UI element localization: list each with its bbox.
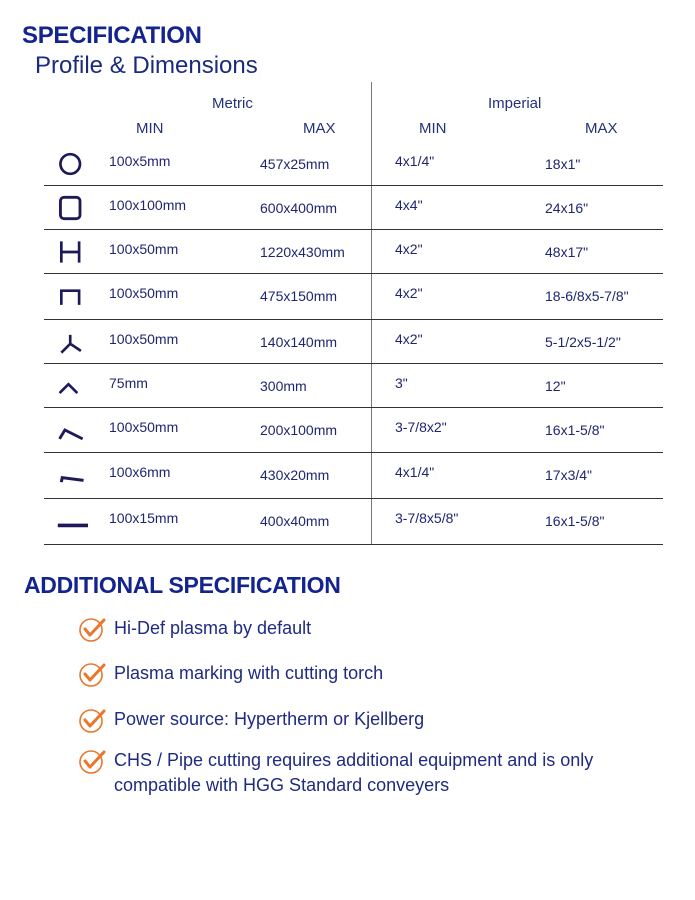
table-cell: 3-7/8x5/8" — [395, 510, 459, 526]
table-row: 75mm 300mm 3" 12" — [44, 364, 663, 408]
checkmark-icon — [79, 750, 106, 774]
imperial-header: Imperial — [488, 95, 542, 112]
h-beam-icon — [60, 241, 81, 263]
page-subtitle: Profile & Dimensions — [35, 52, 258, 79]
imperial-max-header: MAX — [585, 120, 618, 137]
table-row: 100x50mm 475x150mm 4x2" 18-6/8x5-7/8" — [44, 274, 663, 320]
table-cell: 100x50mm — [109, 331, 179, 347]
list-item: CHS / Pipe cutting requires additional e… — [78, 748, 658, 798]
table-cell: 4x2" — [395, 241, 423, 257]
checkmark-icon — [79, 709, 106, 733]
list-item-text: Power source: Hypertherm or Kjellberg — [114, 709, 425, 729]
list-item: Power source: Hypertherm or Kjellberg — [78, 707, 658, 733]
table-cell: 100x100mm — [109, 197, 187, 213]
table-cell: 4x4" — [395, 197, 423, 213]
table-cell: 18x1" — [545, 156, 581, 172]
table-cell: 200x100mm — [260, 422, 338, 438]
column-divider — [371, 82, 372, 545]
table-cell: 100x50mm — [109, 419, 179, 435]
table-row: 100x6mm 430x20mm 4x1/4" 17x3/4" — [44, 453, 663, 499]
table-cell: 16x1-5/8" — [545, 422, 605, 438]
bulb-flat-icon — [59, 475, 84, 483]
flat-bar-icon — [57, 523, 88, 528]
table-cell: 3" — [395, 375, 408, 391]
table-row: 100x50mm 1220x430mm 4x2" 48x17" — [44, 230, 663, 274]
round-tube-icon — [59, 152, 82, 176]
unequal-angle-icon — [58, 428, 84, 441]
table-cell: 100x50mm — [109, 241, 179, 257]
table-cell: 1220x430mm — [260, 244, 345, 260]
table-cell: 475x150mm — [260, 288, 338, 304]
table-row: 100x50mm 140x140mm 4x2" 5-1/2x5-1/2" — [44, 320, 663, 364]
table-cell: 4x1/4" — [395, 153, 435, 169]
table-cell: 4x2" — [395, 331, 423, 347]
square-tube-icon — [59, 195, 82, 221]
table-row: 100x100mm 600x400mm 4x4" 24x16" — [44, 186, 663, 230]
table-cell: 300mm — [260, 378, 307, 394]
table-cell: 100x15mm — [109, 510, 179, 526]
table-cell: 18-6/8x5-7/8" — [545, 288, 629, 304]
table-cell: 17x3/4" — [545, 467, 593, 483]
table-cell: 430x20mm — [260, 467, 330, 483]
table-cell: 3-7/8x2" — [395, 419, 447, 435]
list-item-text: CHS / Pipe cutting requires additional e… — [114, 750, 594, 795]
table-cell: 400x40mm — [260, 513, 330, 529]
checkmark-icon — [79, 618, 106, 642]
table-cell: 4x2" — [395, 285, 423, 301]
table-cell: 100x50mm — [109, 285, 179, 301]
tee-icon — [60, 334, 82, 354]
list-item: Plasma marking with cutting torch — [78, 661, 658, 687]
table-cell: 75mm — [109, 375, 148, 391]
checkmark-icon — [79, 663, 106, 687]
table-cell: 12" — [545, 378, 566, 394]
table-cell: 16x1-5/8" — [545, 513, 605, 529]
table-cell: 100x6mm — [109, 464, 171, 480]
table-cell: 24x16" — [545, 200, 589, 216]
imperial-min-header: MIN — [419, 120, 447, 137]
table-cell: 5-1/2x5-1/2" — [545, 334, 621, 350]
metric-min-header: MIN — [136, 120, 164, 137]
table-row: 100x15mm 400x40mm 3-7/8x5/8" 16x1-5/8" — [44, 499, 663, 545]
table-cell: 600x400mm — [260, 200, 338, 216]
table-row: 100x5mm 457x25mm 4x1/4" 18x1" — [44, 142, 663, 186]
table-cell: 457x25mm — [260, 156, 330, 172]
table-cell: 48x17" — [545, 244, 589, 260]
list-item: Hi-Def plasma by default — [78, 616, 658, 642]
table-cell: 4x1/4" — [395, 464, 435, 480]
channel-icon — [60, 289, 81, 305]
additional-title: ADDITIONAL SPECIFICATION — [24, 572, 341, 598]
page-title: SPECIFICATION — [22, 22, 202, 49]
list-item-text: Plasma marking with cutting torch — [114, 663, 384, 683]
table-row: 100x50mm 200x100mm 3-7/8x2" 16x1-5/8" — [44, 408, 663, 453]
list-item-text: Hi-Def plasma by default — [114, 618, 312, 638]
metric-max-header: MAX — [303, 120, 336, 137]
equal-angle-icon — [58, 382, 79, 395]
metric-header: Metric — [212, 95, 253, 112]
table-cell: 140x140mm — [260, 334, 338, 350]
table-cell: 100x5mm — [109, 153, 171, 169]
